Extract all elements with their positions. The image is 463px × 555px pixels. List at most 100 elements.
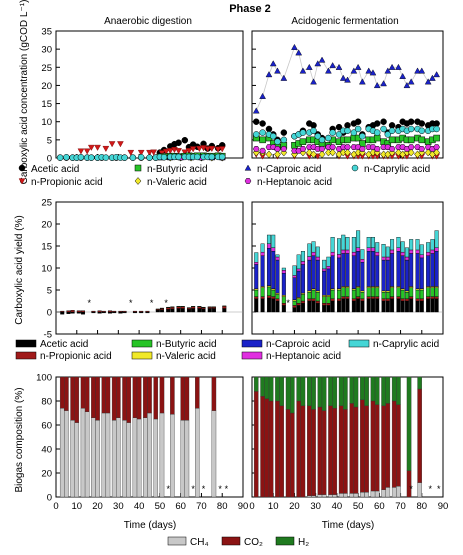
- yield-bar-caprylic: [405, 248, 409, 257]
- significance-marker: *: [191, 484, 195, 494]
- yield-bar-propionic: [198, 307, 202, 309]
- significance-marker: *: [166, 484, 170, 494]
- x-axis-biogas-tick-label: 40: [134, 501, 145, 512]
- biogas-bar-co2: [102, 377, 106, 413]
- biogas-bar-ch4: [147, 413, 151, 497]
- ylabel-biogas: Biogas composition (%): [14, 387, 25, 492]
- legend-label-butyric: n-Butyric acid: [147, 164, 208, 175]
- scatter-point-caproic: [300, 68, 306, 73]
- yield-bar-propionic: [337, 299, 341, 301]
- scatter-point-acetic: [381, 119, 387, 125]
- y-axis-concentration-tick-label: 10: [41, 117, 52, 128]
- yield-bar-caprylic: [401, 242, 405, 253]
- yield-bar-butyric: [308, 292, 312, 299]
- legend-label-propionic: n-Propionic acid: [31, 177, 103, 188]
- biogas-bar-co2: [333, 408, 337, 494]
- yield-bar-caproic: [316, 260, 320, 291]
- yield-bar-propionic: [67, 311, 71, 312]
- yield-bar-heptanoic: [331, 252, 335, 256]
- yield-bar-caprylic: [409, 239, 413, 250]
- scatter-point-caproic: [266, 72, 272, 77]
- yield-bar-caprylic: [431, 239, 435, 250]
- significance-marker: *: [218, 484, 222, 494]
- yield-bar-caproic: [282, 273, 286, 295]
- yield-bar-propionic: [386, 299, 390, 301]
- yield-bar-caprylic: [316, 247, 320, 257]
- yield-bar-butyric: [371, 288, 375, 297]
- biogas-bar-ch4: [170, 414, 174, 497]
- yield-bar-caproic: [367, 251, 371, 286]
- yield-bar-caprylic: [308, 244, 312, 257]
- yield-bar-heptanoic: [431, 250, 435, 254]
- x-axis-biogas-tick-label: 10: [71, 501, 82, 512]
- biogas-bar-ch4: [396, 486, 400, 497]
- legend-marker-heptanoic: [245, 178, 251, 183]
- yield-bar-propionic: [254, 297, 258, 299]
- y-axis-yield-tick-label: 15: [41, 242, 52, 253]
- yield-bar-butyric: [356, 288, 360, 297]
- biogas-bar-co2: [386, 403, 390, 487]
- yield-bar-acetic: [67, 312, 71, 314]
- yield-bar-propionic: [420, 299, 424, 301]
- scatter-point-caproic: [306, 64, 312, 69]
- yield-bar-acetic: [177, 308, 181, 312]
- scatter-point-caprylic: [78, 154, 84, 160]
- biogas-bar-co2: [365, 406, 369, 492]
- scatter-point-heptanoic: [374, 146, 380, 151]
- yield-bar-acetic: [346, 299, 350, 312]
- yield-bar-propionic: [102, 311, 106, 312]
- biogas-bar-co2: [290, 413, 294, 497]
- yield-bar-caprylic: [426, 242, 430, 252]
- yield-bar-acetic: [81, 312, 85, 314]
- scatter-point-caproic: [330, 62, 336, 67]
- x-axis-biogas-tick-label: 20: [289, 501, 300, 512]
- biogas-bar-ch4: [133, 418, 137, 497]
- x-axis-biogas-tick-label: 90: [438, 501, 449, 512]
- yield-bar-butyric: [416, 290, 420, 299]
- biogas-bar-ch4: [386, 487, 390, 497]
- significance-marker: *: [87, 298, 91, 308]
- legend-label-bar-butyric: n-Butyric acid: [156, 339, 217, 350]
- biogas-bar-h2: [407, 377, 411, 471]
- panel-title-acidogenic: Acidogenic fermentation: [291, 16, 398, 27]
- scatter-point-butyric: [419, 137, 425, 143]
- yield-bar-caproic: [293, 278, 297, 300]
- yield-bar-propionic: [308, 299, 312, 301]
- biogas-bar-co2: [170, 377, 174, 414]
- biogas-bar-ch4: [85, 412, 89, 497]
- biogas-bar-h2: [286, 377, 290, 409]
- yield-bar-propionic: [301, 301, 305, 303]
- yield-bar-propionic: [92, 311, 96, 312]
- biogas-bar-ch4: [160, 413, 164, 497]
- yield-bar-acetic: [322, 305, 326, 312]
- biogas-bar-h2: [297, 377, 301, 401]
- yield-bar-acetic: [156, 310, 160, 312]
- biogas-bar-co2: [154, 377, 158, 419]
- biogas-bar-co2: [392, 401, 396, 487]
- biogas-bar-co2: [371, 401, 375, 491]
- scatter-point-heptanoic: [330, 145, 336, 150]
- yield-bar-acetic: [431, 299, 435, 312]
- yield-bar-heptanoic: [390, 250, 394, 254]
- biogas-bar-h2: [343, 377, 347, 409]
- biogas-bar-ch4: [122, 420, 126, 497]
- significance-marker: *: [409, 484, 413, 494]
- yield-bar-heptanoic: [297, 269, 301, 271]
- yield-bar-caproic: [390, 253, 394, 286]
- y-axis-concentration-tick-label: 20: [41, 81, 52, 92]
- biogas-bar-co2: [396, 405, 400, 487]
- yield-bar-acetic: [293, 308, 297, 312]
- scatter-point-butyric: [434, 135, 440, 141]
- yield-bar-heptanoic: [386, 257, 390, 260]
- yield-bar-butyric: [409, 288, 413, 297]
- panel-title-anaerobic: Anaerobic digestion: [104, 16, 192, 27]
- biogas-bar-co2: [133, 377, 137, 418]
- yield-bar-acetic: [405, 301, 409, 312]
- scatter-point-caprylic: [147, 155, 153, 161]
- y-axis-yield-tick-label: 20: [41, 220, 52, 231]
- scatter-point-caproic: [274, 68, 280, 73]
- biogas-bar-ch4: [185, 420, 189, 497]
- biogas-bar-ch4: [322, 495, 326, 497]
- biogas-bar-h2: [269, 377, 273, 401]
- scatter-point-acetic: [176, 140, 182, 146]
